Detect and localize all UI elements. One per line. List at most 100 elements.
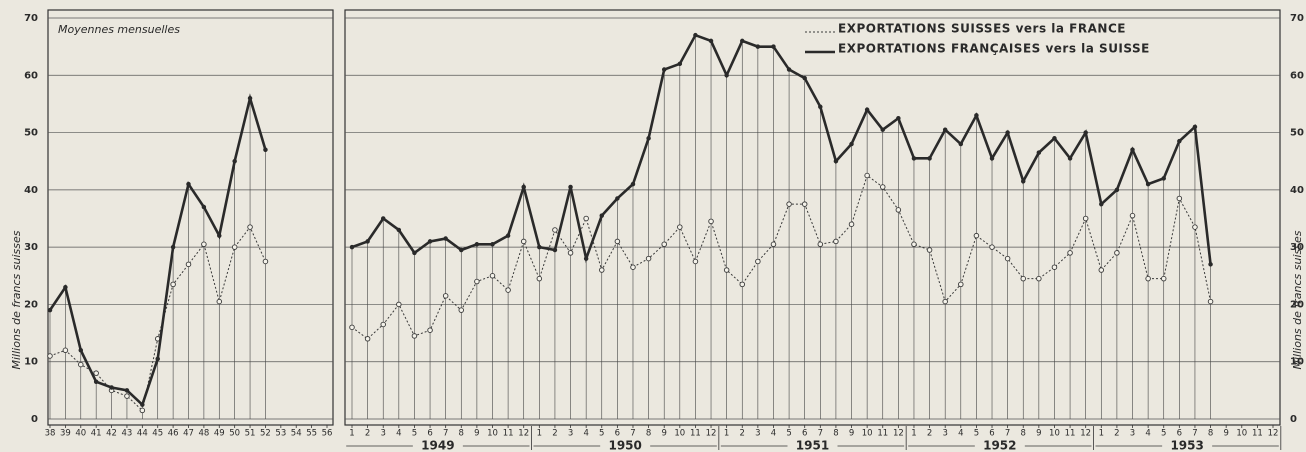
x-tick-label: 45 <box>152 429 163 439</box>
point <box>692 258 699 265</box>
x-tick-label: 50 <box>229 429 240 439</box>
point <box>442 293 449 299</box>
point <box>63 284 68 290</box>
point <box>895 207 902 213</box>
point <box>427 327 433 333</box>
point <box>708 38 714 44</box>
y-tick-label: 40 <box>24 185 38 196</box>
x-tick-label: 5 <box>974 429 979 439</box>
x-tick-label: 11 <box>877 429 888 439</box>
point <box>599 213 605 218</box>
point <box>62 347 69 354</box>
x-tick-label: 1 <box>1099 429 1104 439</box>
x-tick-label: 6 <box>427 429 432 439</box>
x-tick-label: 47 <box>183 429 194 439</box>
point <box>124 393 130 399</box>
x-tick-label: 41 <box>91 429 102 439</box>
point <box>1098 267 1105 273</box>
x-tick-label: 10 <box>1236 429 1247 439</box>
y-tick-label: 30 <box>24 242 38 253</box>
point <box>552 227 558 233</box>
x-tick-label: 4 <box>583 429 588 439</box>
point <box>262 258 269 265</box>
year-label: 1951 <box>796 439 829 452</box>
point <box>231 244 238 250</box>
year-label: 1953 <box>1170 439 1203 452</box>
x-tick-label: 55 <box>306 429 317 439</box>
point <box>568 184 573 190</box>
point <box>1082 215 1089 222</box>
point <box>770 241 777 248</box>
x-tick-label: 6 <box>615 429 620 439</box>
annotation: Moyennes mensuelles <box>58 23 180 36</box>
point <box>1036 150 1042 155</box>
legend-entry: EXPORTATIONS FRANÇAISES vers la SUISSE <box>838 42 1150 56</box>
x-tick-label: 4 <box>396 429 401 439</box>
x-tick-label: 5 <box>1161 429 1166 439</box>
y-tick-label: 20 <box>1290 299 1304 310</box>
point <box>124 388 130 393</box>
point <box>677 61 683 67</box>
point <box>974 113 979 118</box>
point <box>833 158 839 164</box>
point <box>864 172 870 179</box>
point <box>1207 298 1214 305</box>
point <box>364 336 371 342</box>
point <box>217 233 222 238</box>
y-tick-label: 60 <box>24 70 38 81</box>
point <box>537 244 542 250</box>
point <box>536 275 543 282</box>
x-tick-label: 3 <box>1130 429 1135 439</box>
point <box>232 158 237 164</box>
x-tick-label: 3 <box>381 429 386 439</box>
y-tick-label: 10 <box>24 357 38 368</box>
x-tick-label: 46 <box>168 429 179 439</box>
point <box>505 287 511 293</box>
x-tick-label: 12 <box>1080 429 1091 439</box>
x-tick-label: 2 <box>552 429 557 439</box>
point <box>474 242 480 247</box>
point <box>677 224 683 230</box>
point <box>1176 195 1183 202</box>
x-tick-label: 1 <box>349 429 354 439</box>
x-tick-label: 7 <box>630 429 635 439</box>
point <box>93 379 99 385</box>
point <box>411 333 418 339</box>
y-tick-label: 0 <box>31 414 38 425</box>
y-tick-label: 70 <box>1290 13 1304 24</box>
point <box>1020 179 1026 184</box>
point <box>247 95 253 101</box>
x-tick-label: 40 <box>75 429 86 439</box>
x-tick-label: 6 <box>989 429 994 439</box>
point <box>1099 201 1104 207</box>
point <box>630 181 636 187</box>
y-axis-label: Millions de francs suisses <box>1291 230 1304 369</box>
x-tick-label: 8 <box>1208 429 1213 439</box>
x-tick-label: 12 <box>893 429 904 439</box>
point <box>708 218 714 225</box>
point <box>380 321 386 328</box>
point <box>93 370 99 376</box>
x-tick-label: 8 <box>459 429 464 439</box>
point <box>140 402 145 407</box>
x-tick-label: 11 <box>503 429 514 439</box>
point <box>989 156 995 161</box>
point <box>380 216 386 221</box>
x-tick-label: 10 <box>487 429 498 439</box>
point <box>583 256 589 261</box>
point <box>1052 136 1057 141</box>
y-tick-label: 70 <box>24 13 38 24</box>
x-tick-label: 2 <box>740 429 745 439</box>
point <box>771 44 776 49</box>
point <box>170 281 176 288</box>
x-tick-label: 4 <box>1145 429 1150 439</box>
point <box>864 107 870 112</box>
point <box>1208 262 1213 267</box>
year-label: 1949 <box>421 439 454 452</box>
point <box>1177 138 1182 144</box>
x-tick-label: 4 <box>771 429 776 439</box>
point <box>47 307 53 313</box>
point <box>1083 130 1088 135</box>
y-tick-label: 50 <box>24 128 38 139</box>
